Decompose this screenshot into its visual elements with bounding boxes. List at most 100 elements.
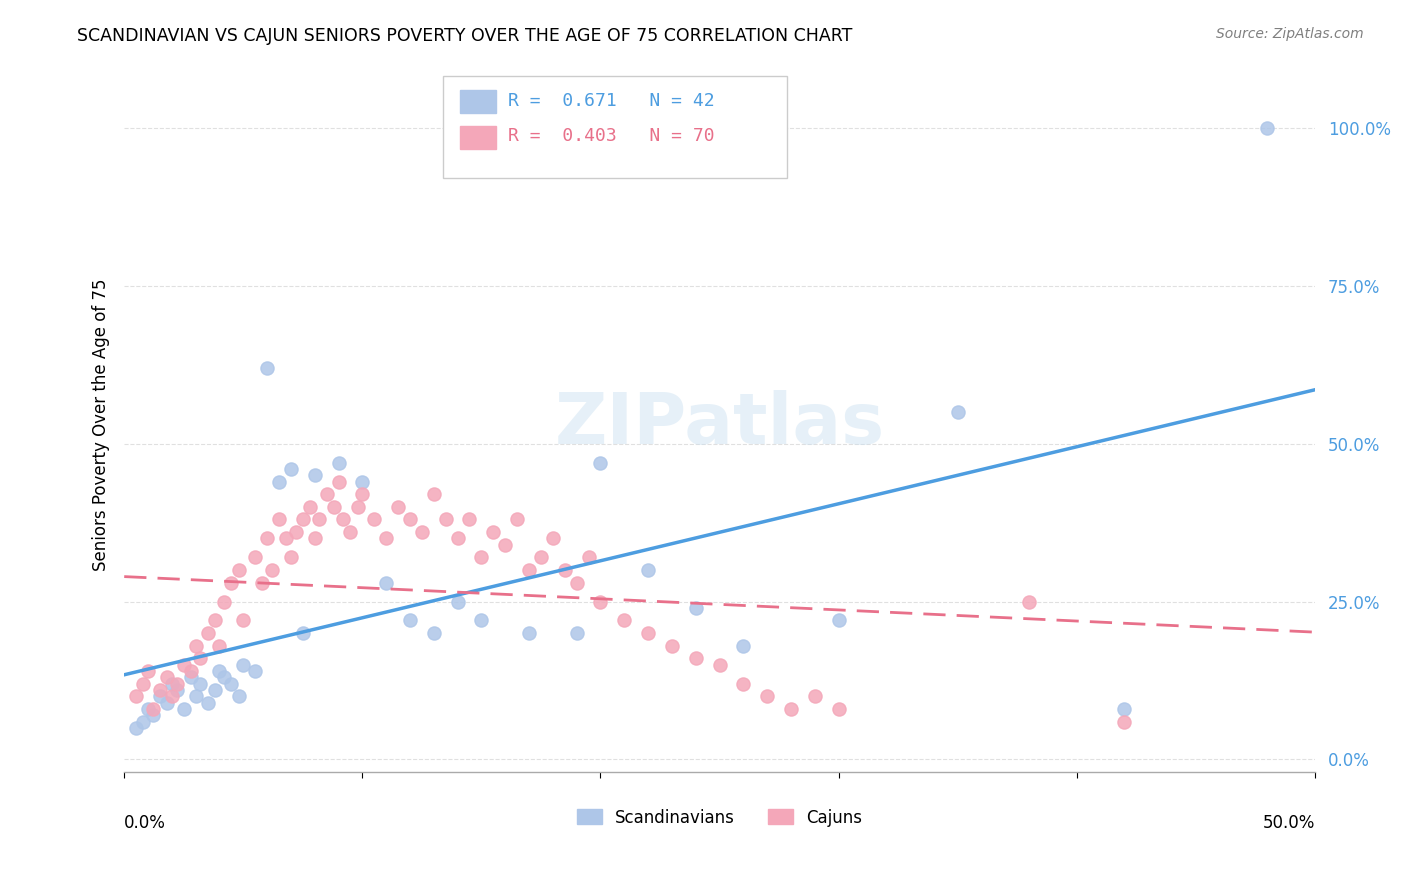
Point xyxy=(637,626,659,640)
Point xyxy=(166,682,188,697)
Point xyxy=(756,690,779,704)
Point xyxy=(322,500,344,514)
Point xyxy=(260,563,283,577)
Point xyxy=(709,657,731,672)
Point xyxy=(221,575,243,590)
Point xyxy=(125,690,148,704)
Point xyxy=(470,614,492,628)
Point xyxy=(827,702,849,716)
Point xyxy=(291,512,314,526)
Point xyxy=(565,575,588,590)
Point xyxy=(156,670,179,684)
Point xyxy=(589,456,612,470)
Point xyxy=(142,708,165,723)
Text: ZIPatlas: ZIPatlas xyxy=(554,390,884,459)
Text: 50.0%: 50.0% xyxy=(1263,814,1315,831)
Point xyxy=(1256,120,1278,135)
Point xyxy=(661,639,683,653)
Point xyxy=(132,714,155,729)
Point xyxy=(411,525,433,540)
Point xyxy=(1018,594,1040,608)
Point xyxy=(173,702,195,716)
Point xyxy=(190,651,212,665)
Point xyxy=(125,721,148,735)
Point xyxy=(589,594,612,608)
Point xyxy=(399,614,422,628)
Point xyxy=(173,657,195,672)
Point xyxy=(827,614,849,628)
Point xyxy=(375,575,398,590)
Point xyxy=(517,626,540,640)
Point xyxy=(180,664,202,678)
Point xyxy=(190,676,212,690)
Point xyxy=(156,696,179,710)
Point xyxy=(578,550,600,565)
Point xyxy=(208,664,231,678)
Point xyxy=(136,702,159,716)
Point xyxy=(204,614,226,628)
Point xyxy=(136,664,159,678)
Text: R =  0.671   N = 42: R = 0.671 N = 42 xyxy=(508,92,714,110)
Point xyxy=(221,676,243,690)
Point xyxy=(1114,714,1136,729)
Point xyxy=(517,563,540,577)
Point xyxy=(375,532,398,546)
Point xyxy=(208,639,231,653)
Point xyxy=(733,639,755,653)
Point xyxy=(228,563,250,577)
Point xyxy=(803,690,825,704)
Point xyxy=(328,475,350,489)
Point xyxy=(434,512,457,526)
Point xyxy=(166,676,188,690)
Point xyxy=(780,702,803,716)
Point xyxy=(530,550,553,565)
Point xyxy=(470,550,492,565)
Point xyxy=(298,500,321,514)
Point xyxy=(197,696,219,710)
Point xyxy=(256,360,278,375)
Point xyxy=(423,626,446,640)
Point xyxy=(352,475,374,489)
Point xyxy=(733,676,755,690)
Point xyxy=(284,525,307,540)
Point xyxy=(232,614,254,628)
Point xyxy=(252,575,274,590)
Point xyxy=(180,670,202,684)
Point xyxy=(304,532,326,546)
Point xyxy=(494,538,516,552)
Point xyxy=(228,690,250,704)
Point xyxy=(352,487,374,501)
Point xyxy=(291,626,314,640)
Point xyxy=(212,670,235,684)
Point xyxy=(332,512,354,526)
Point xyxy=(423,487,446,501)
Point xyxy=(132,676,155,690)
Point xyxy=(399,512,422,526)
Point xyxy=(482,525,505,540)
Point xyxy=(160,676,183,690)
Point xyxy=(267,512,290,526)
Text: Source: ZipAtlas.com: Source: ZipAtlas.com xyxy=(1216,27,1364,41)
Y-axis label: Seniors Poverty Over the Age of 75: Seniors Poverty Over the Age of 75 xyxy=(93,278,110,571)
Point xyxy=(446,594,468,608)
Point xyxy=(506,512,529,526)
Point xyxy=(149,690,172,704)
Point xyxy=(280,550,302,565)
Point xyxy=(276,532,298,546)
Point xyxy=(685,651,707,665)
Point xyxy=(184,639,207,653)
Text: R =  0.403   N = 70: R = 0.403 N = 70 xyxy=(508,128,714,145)
Point xyxy=(304,468,326,483)
Point xyxy=(256,532,278,546)
Point xyxy=(328,456,350,470)
Point xyxy=(315,487,337,501)
Point xyxy=(446,532,468,546)
Point xyxy=(541,532,564,546)
Point xyxy=(232,657,254,672)
Point xyxy=(267,475,290,489)
Point xyxy=(243,664,266,678)
Point xyxy=(946,405,969,419)
Point xyxy=(212,594,235,608)
Point xyxy=(339,525,361,540)
Point xyxy=(346,500,368,514)
